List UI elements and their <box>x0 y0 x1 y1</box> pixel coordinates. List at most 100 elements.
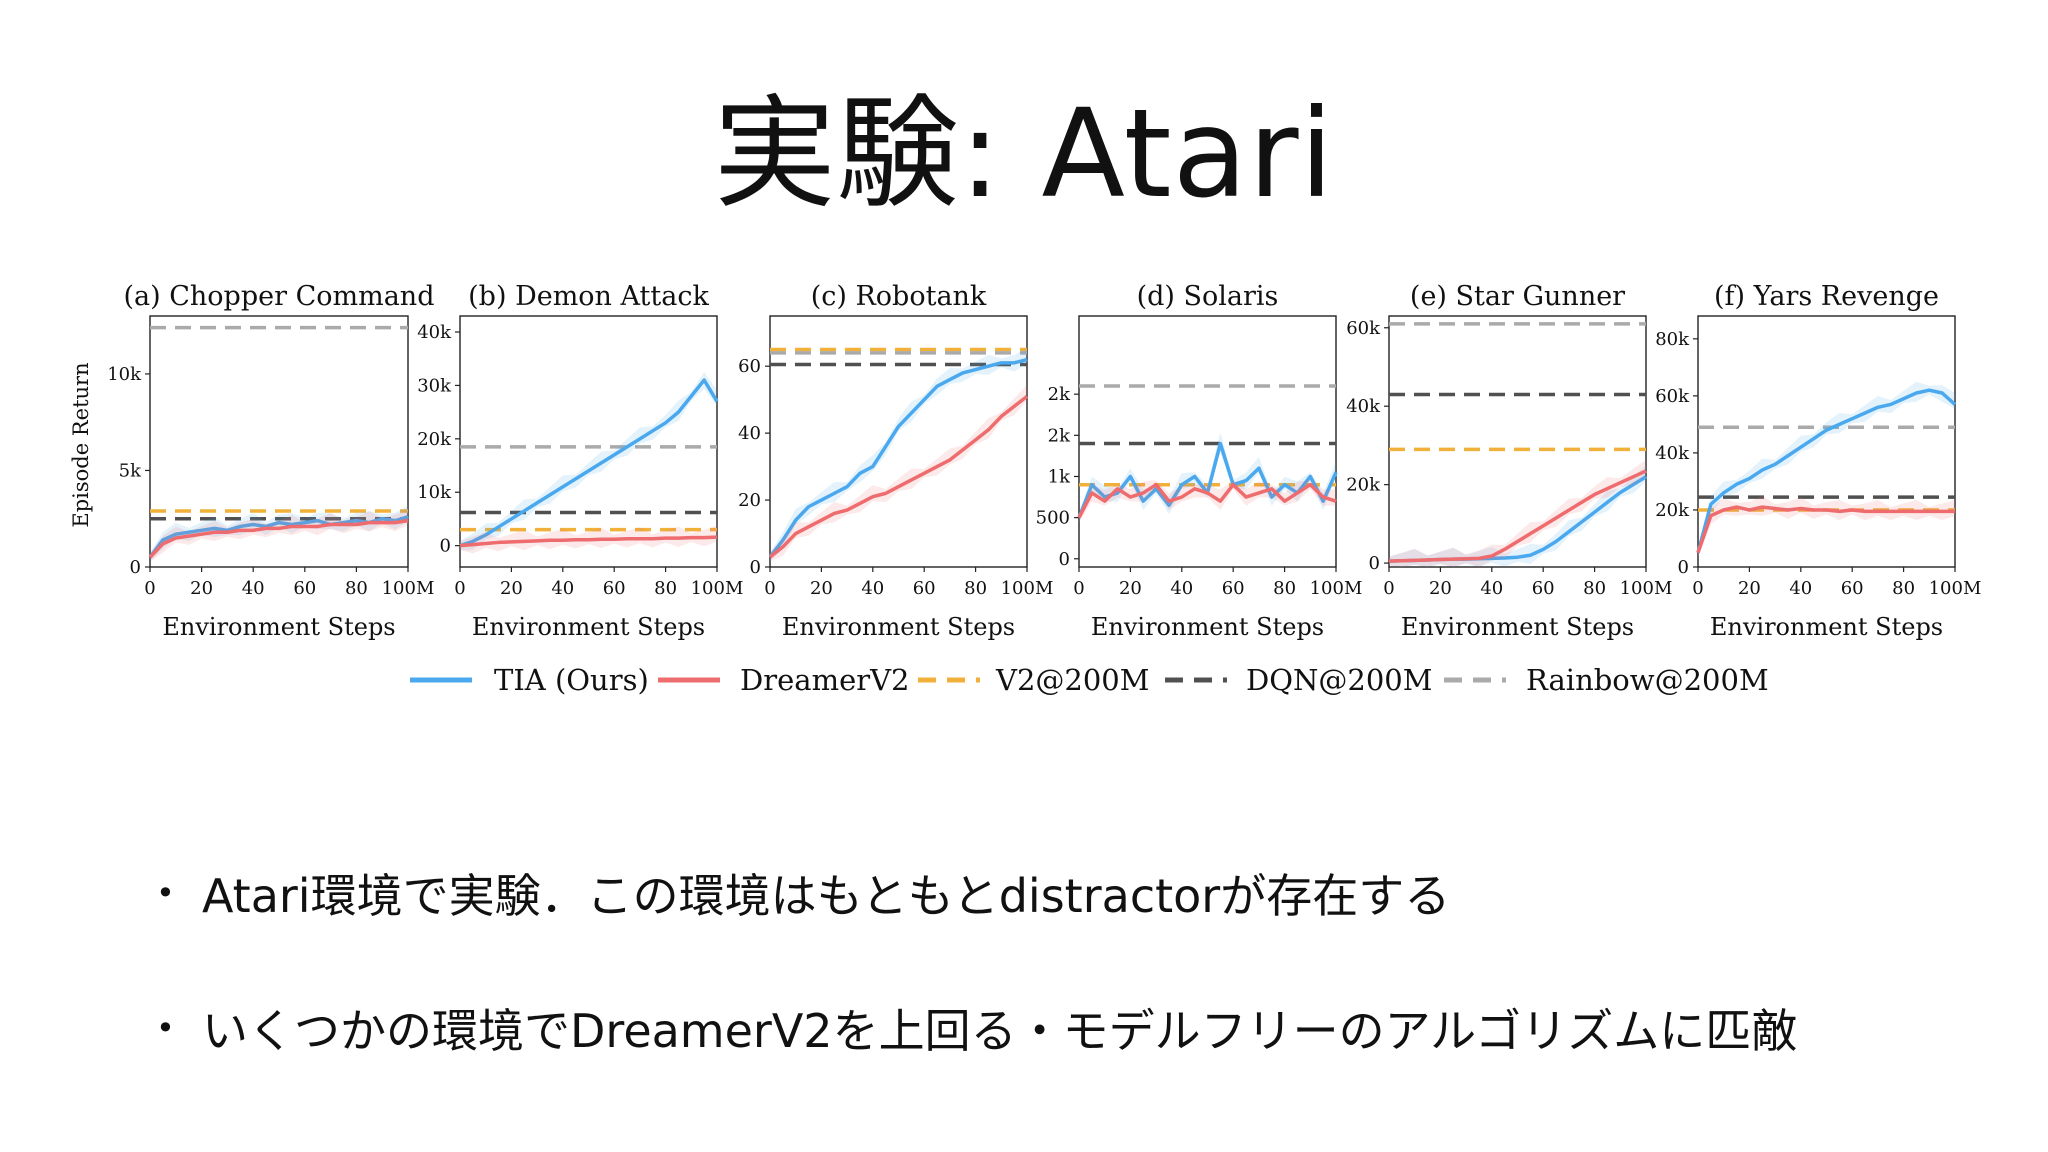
y-tick-label: 60k <box>1346 318 1381 339</box>
y-tick-label: 40 <box>738 423 761 444</box>
x-tick-label: 40 <box>1170 578 1193 599</box>
x-tick-label: 20 <box>1119 578 1142 599</box>
series-band-dreamerv2 <box>1698 495 1955 558</box>
y-tick-label: 30k <box>417 375 452 396</box>
y-tick-label: 20k <box>1655 500 1690 521</box>
legend-label: DQN@200M <box>1246 663 1432 697</box>
y-tick-label: 0 <box>1369 553 1380 574</box>
x-tick-label: 0 <box>1073 578 1084 599</box>
y-tick-label: 0 <box>440 536 451 557</box>
legend-label: V2@200M <box>995 663 1149 697</box>
y-tick-label: 60 <box>738 356 761 377</box>
y-tick-label: 20k <box>417 429 452 450</box>
y-tick-label: 40k <box>1346 396 1381 417</box>
y-tick-label: 2k <box>1048 384 1071 405</box>
x-tick-label: 80 <box>345 578 368 599</box>
y-tick-label: 0 <box>1059 549 1070 570</box>
slide-title: 実験: Atari <box>713 83 1335 225</box>
x-tick-label: 100M <box>1929 578 1982 599</box>
plot-frame <box>769 315 1028 568</box>
x-tick-label: 80 <box>1583 578 1606 599</box>
series-band-tia-ours- <box>460 372 717 551</box>
x-tick-label: 20 <box>500 578 523 599</box>
x-tick-label: 60 <box>1841 578 1864 599</box>
y-tick-label: 0 <box>750 557 761 578</box>
y-tick-label: 80k <box>1655 329 1690 350</box>
plot-frame <box>149 315 409 568</box>
plot-frame <box>459 315 718 568</box>
series-band-tia-ours- <box>150 505 408 562</box>
legend-label: DreamerV2 <box>740 663 909 697</box>
y-tick-label: 2k <box>1048 425 1071 446</box>
y-tick-label: 40k <box>1655 443 1690 464</box>
x-tick-label: 40 <box>1789 578 1812 599</box>
x-tick-label: 80 <box>654 578 677 599</box>
y-tick-label: 10k <box>107 364 142 385</box>
legend-label: Rainbow@200M <box>1526 663 1769 697</box>
legend-label: TIA (Ours) <box>494 663 649 697</box>
x-axis-label: Environment Steps <box>1401 613 1634 641</box>
y-tick-label: 1k <box>1048 466 1071 487</box>
x-tick-label: 100M <box>691 578 744 599</box>
series-line-tia-ours- <box>1696 388 1957 554</box>
x-tick-label: 60 <box>603 578 626 599</box>
x-tick-label: 80 <box>1892 578 1915 599</box>
y-tick-label: 5k <box>119 460 142 481</box>
x-tick-label: 40 <box>551 578 574 599</box>
x-tick-label: 0 <box>454 578 465 599</box>
x-tick-label: 20 <box>810 578 833 599</box>
x-tick-label: 0 <box>1692 578 1703 599</box>
y-tick-label: 0 <box>1678 557 1689 578</box>
y-tick-label: 20 <box>738 490 761 511</box>
plot-frame <box>1078 315 1337 568</box>
x-tick-label: 60 <box>1532 578 1555 599</box>
x-tick-label: 100M <box>382 578 435 599</box>
panel-title: (b) Demon Attack <box>468 281 709 312</box>
series-band-tia-ours- <box>1698 381 1955 558</box>
x-tick-label: 40 <box>1480 578 1503 599</box>
x-axis-label: Environment Steps <box>1091 613 1324 641</box>
x-tick-label: 100M <box>1620 578 1673 599</box>
series-band-dreamerv2 <box>770 384 1027 562</box>
bullet-text: いくつかの環境でDreamerV2を上回る・モデルフリーのアルゴリズムに匹敵 <box>202 1004 1798 1058</box>
x-tick-label: 100M <box>1001 578 1054 599</box>
bullet-dot: • <box>156 874 175 912</box>
x-tick-label: 80 <box>964 578 987 599</box>
panel-title: (f) Yars Revenge <box>1714 281 1939 312</box>
bullet-dot: • <box>156 1009 175 1047</box>
y-tick-label: 0 <box>130 557 141 578</box>
series-band-tia-ours- <box>1079 432 1336 523</box>
plot-frame <box>1388 315 1647 568</box>
x-tick-label: 20 <box>190 578 213 599</box>
x-tick-label: 20 <box>1429 578 1452 599</box>
x-tick-label: 0 <box>1383 578 1394 599</box>
x-tick-label: 40 <box>861 578 884 599</box>
x-tick-label: 80 <box>1273 578 1296 599</box>
series-band-tia-ours- <box>1389 465 1646 567</box>
x-axis-label: Environment Steps <box>1710 613 1943 641</box>
x-axis-label: Environment Steps <box>162 613 395 641</box>
y-tick-label: 40k <box>417 322 452 343</box>
x-tick-label: 0 <box>144 578 155 599</box>
series-band-dreamerv2 <box>150 509 408 562</box>
y-tick-label: 20k <box>1346 475 1381 496</box>
y-tick-label: 500 <box>1036 508 1070 529</box>
x-tick-label: 60 <box>913 578 936 599</box>
plot-frame <box>1697 315 1956 568</box>
panel-title: (a) Chopper Command <box>124 281 435 312</box>
x-tick-label: 20 <box>1738 578 1761 599</box>
x-tick-label: 60 <box>293 578 316 599</box>
x-axis-label: Environment Steps <box>782 613 1015 641</box>
x-tick-label: 60 <box>1222 578 1245 599</box>
x-tick-label: 0 <box>764 578 775 599</box>
y-tick-label: 10k <box>417 482 452 503</box>
y-axis-label: Episode Return <box>69 362 93 527</box>
y-tick-label: 60k <box>1655 386 1690 407</box>
series-band-dreamerv2 <box>1389 459 1646 567</box>
panel-title: (e) Star Gunner <box>1410 281 1625 312</box>
bullet-text: Atari環境で実験．この環境はもともとdistractorが存在する <box>202 869 1451 923</box>
x-tick-label: 40 <box>242 578 265 599</box>
panel-title: (d) Solaris <box>1137 281 1279 312</box>
panel-title: (c) Robotank <box>811 281 987 312</box>
